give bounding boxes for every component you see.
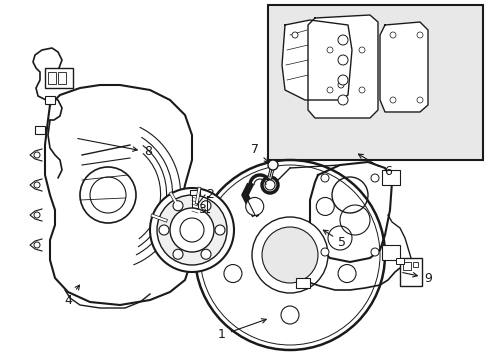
Polygon shape <box>45 85 192 305</box>
Polygon shape <box>307 15 377 118</box>
Circle shape <box>34 212 40 218</box>
Circle shape <box>201 249 210 259</box>
Polygon shape <box>30 179 42 191</box>
Bar <box>399 258 421 286</box>
Bar <box>190 190 200 195</box>
Polygon shape <box>282 20 351 100</box>
Circle shape <box>416 32 422 38</box>
Circle shape <box>370 248 378 256</box>
Circle shape <box>358 87 364 93</box>
Circle shape <box>251 217 327 293</box>
Circle shape <box>264 180 274 190</box>
Text: 5: 5 <box>323 230 346 248</box>
Text: 4: 4 <box>64 285 80 306</box>
Circle shape <box>337 75 347 85</box>
Bar <box>267 5 482 160</box>
Bar <box>35 126 45 134</box>
Polygon shape <box>30 209 42 221</box>
Circle shape <box>180 218 203 242</box>
Text: 9: 9 <box>402 271 431 284</box>
Circle shape <box>320 248 328 256</box>
Circle shape <box>370 174 378 182</box>
Bar <box>402 262 410 270</box>
Polygon shape <box>30 149 42 161</box>
Circle shape <box>267 160 278 170</box>
Circle shape <box>34 182 40 188</box>
Polygon shape <box>30 239 42 251</box>
Polygon shape <box>379 22 427 112</box>
Circle shape <box>320 174 328 182</box>
Circle shape <box>150 188 234 272</box>
Circle shape <box>157 195 226 265</box>
Circle shape <box>159 225 169 235</box>
Circle shape <box>90 177 126 213</box>
Bar <box>295 278 309 288</box>
Text: 7: 7 <box>250 144 268 162</box>
Circle shape <box>337 55 347 65</box>
Polygon shape <box>309 162 391 262</box>
Text: 6: 6 <box>358 154 391 179</box>
Bar <box>45 96 55 104</box>
Circle shape <box>224 265 242 283</box>
Text: 1: 1 <box>218 319 265 342</box>
Text: 2: 2 <box>205 189 214 202</box>
Bar <box>58 72 66 84</box>
Circle shape <box>245 197 263 215</box>
Circle shape <box>389 97 395 103</box>
Circle shape <box>337 82 343 88</box>
Text: 8: 8 <box>78 139 152 158</box>
Circle shape <box>201 201 210 211</box>
Bar <box>48 72 56 84</box>
Circle shape <box>416 97 422 103</box>
Circle shape <box>262 227 317 283</box>
Bar <box>45 68 73 88</box>
Circle shape <box>337 265 355 283</box>
Circle shape <box>34 152 40 158</box>
Bar <box>412 262 417 267</box>
Circle shape <box>326 47 332 53</box>
Circle shape <box>337 95 347 105</box>
Bar <box>381 170 399 185</box>
Circle shape <box>358 47 364 53</box>
Bar <box>381 245 399 260</box>
Circle shape <box>389 32 395 38</box>
Circle shape <box>316 197 334 215</box>
Bar <box>395 258 403 264</box>
Circle shape <box>326 87 332 93</box>
Circle shape <box>215 225 224 235</box>
Circle shape <box>173 249 183 259</box>
Circle shape <box>34 242 40 248</box>
Circle shape <box>80 167 136 223</box>
Circle shape <box>173 201 183 211</box>
Circle shape <box>291 32 297 38</box>
Circle shape <box>170 208 214 252</box>
Circle shape <box>337 35 347 45</box>
Text: 3: 3 <box>198 203 205 216</box>
Circle shape <box>195 160 384 350</box>
Circle shape <box>281 306 298 324</box>
Bar <box>192 195 198 215</box>
